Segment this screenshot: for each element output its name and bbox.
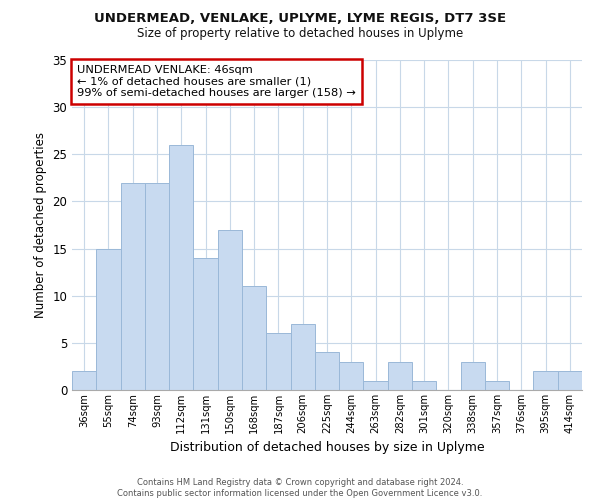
Bar [461,362,485,390]
Bar [121,182,145,390]
Text: UNDERMEAD VENLAKE: 46sqm
← 1% of detached houses are smaller (1)
99% of semi-det: UNDERMEAD VENLAKE: 46sqm ← 1% of detache… [77,65,356,98]
Bar [72,371,96,390]
Bar [193,258,218,390]
Bar [266,334,290,390]
Bar [412,380,436,390]
Bar [315,352,339,390]
Bar [339,362,364,390]
Text: Size of property relative to detached houses in Uplyme: Size of property relative to detached ho… [137,28,463,40]
Bar [290,324,315,390]
Bar [485,380,509,390]
Text: UNDERMEAD, VENLAKE, UPLYME, LYME REGIS, DT7 3SE: UNDERMEAD, VENLAKE, UPLYME, LYME REGIS, … [94,12,506,26]
Text: Contains HM Land Registry data © Crown copyright and database right 2024.
Contai: Contains HM Land Registry data © Crown c… [118,478,482,498]
Y-axis label: Number of detached properties: Number of detached properties [34,132,47,318]
Bar [388,362,412,390]
Bar [169,145,193,390]
Bar [558,371,582,390]
Bar [145,182,169,390]
Bar [364,380,388,390]
Bar [96,248,121,390]
X-axis label: Distribution of detached houses by size in Uplyme: Distribution of detached houses by size … [170,442,484,454]
Bar [242,286,266,390]
Bar [218,230,242,390]
Bar [533,371,558,390]
